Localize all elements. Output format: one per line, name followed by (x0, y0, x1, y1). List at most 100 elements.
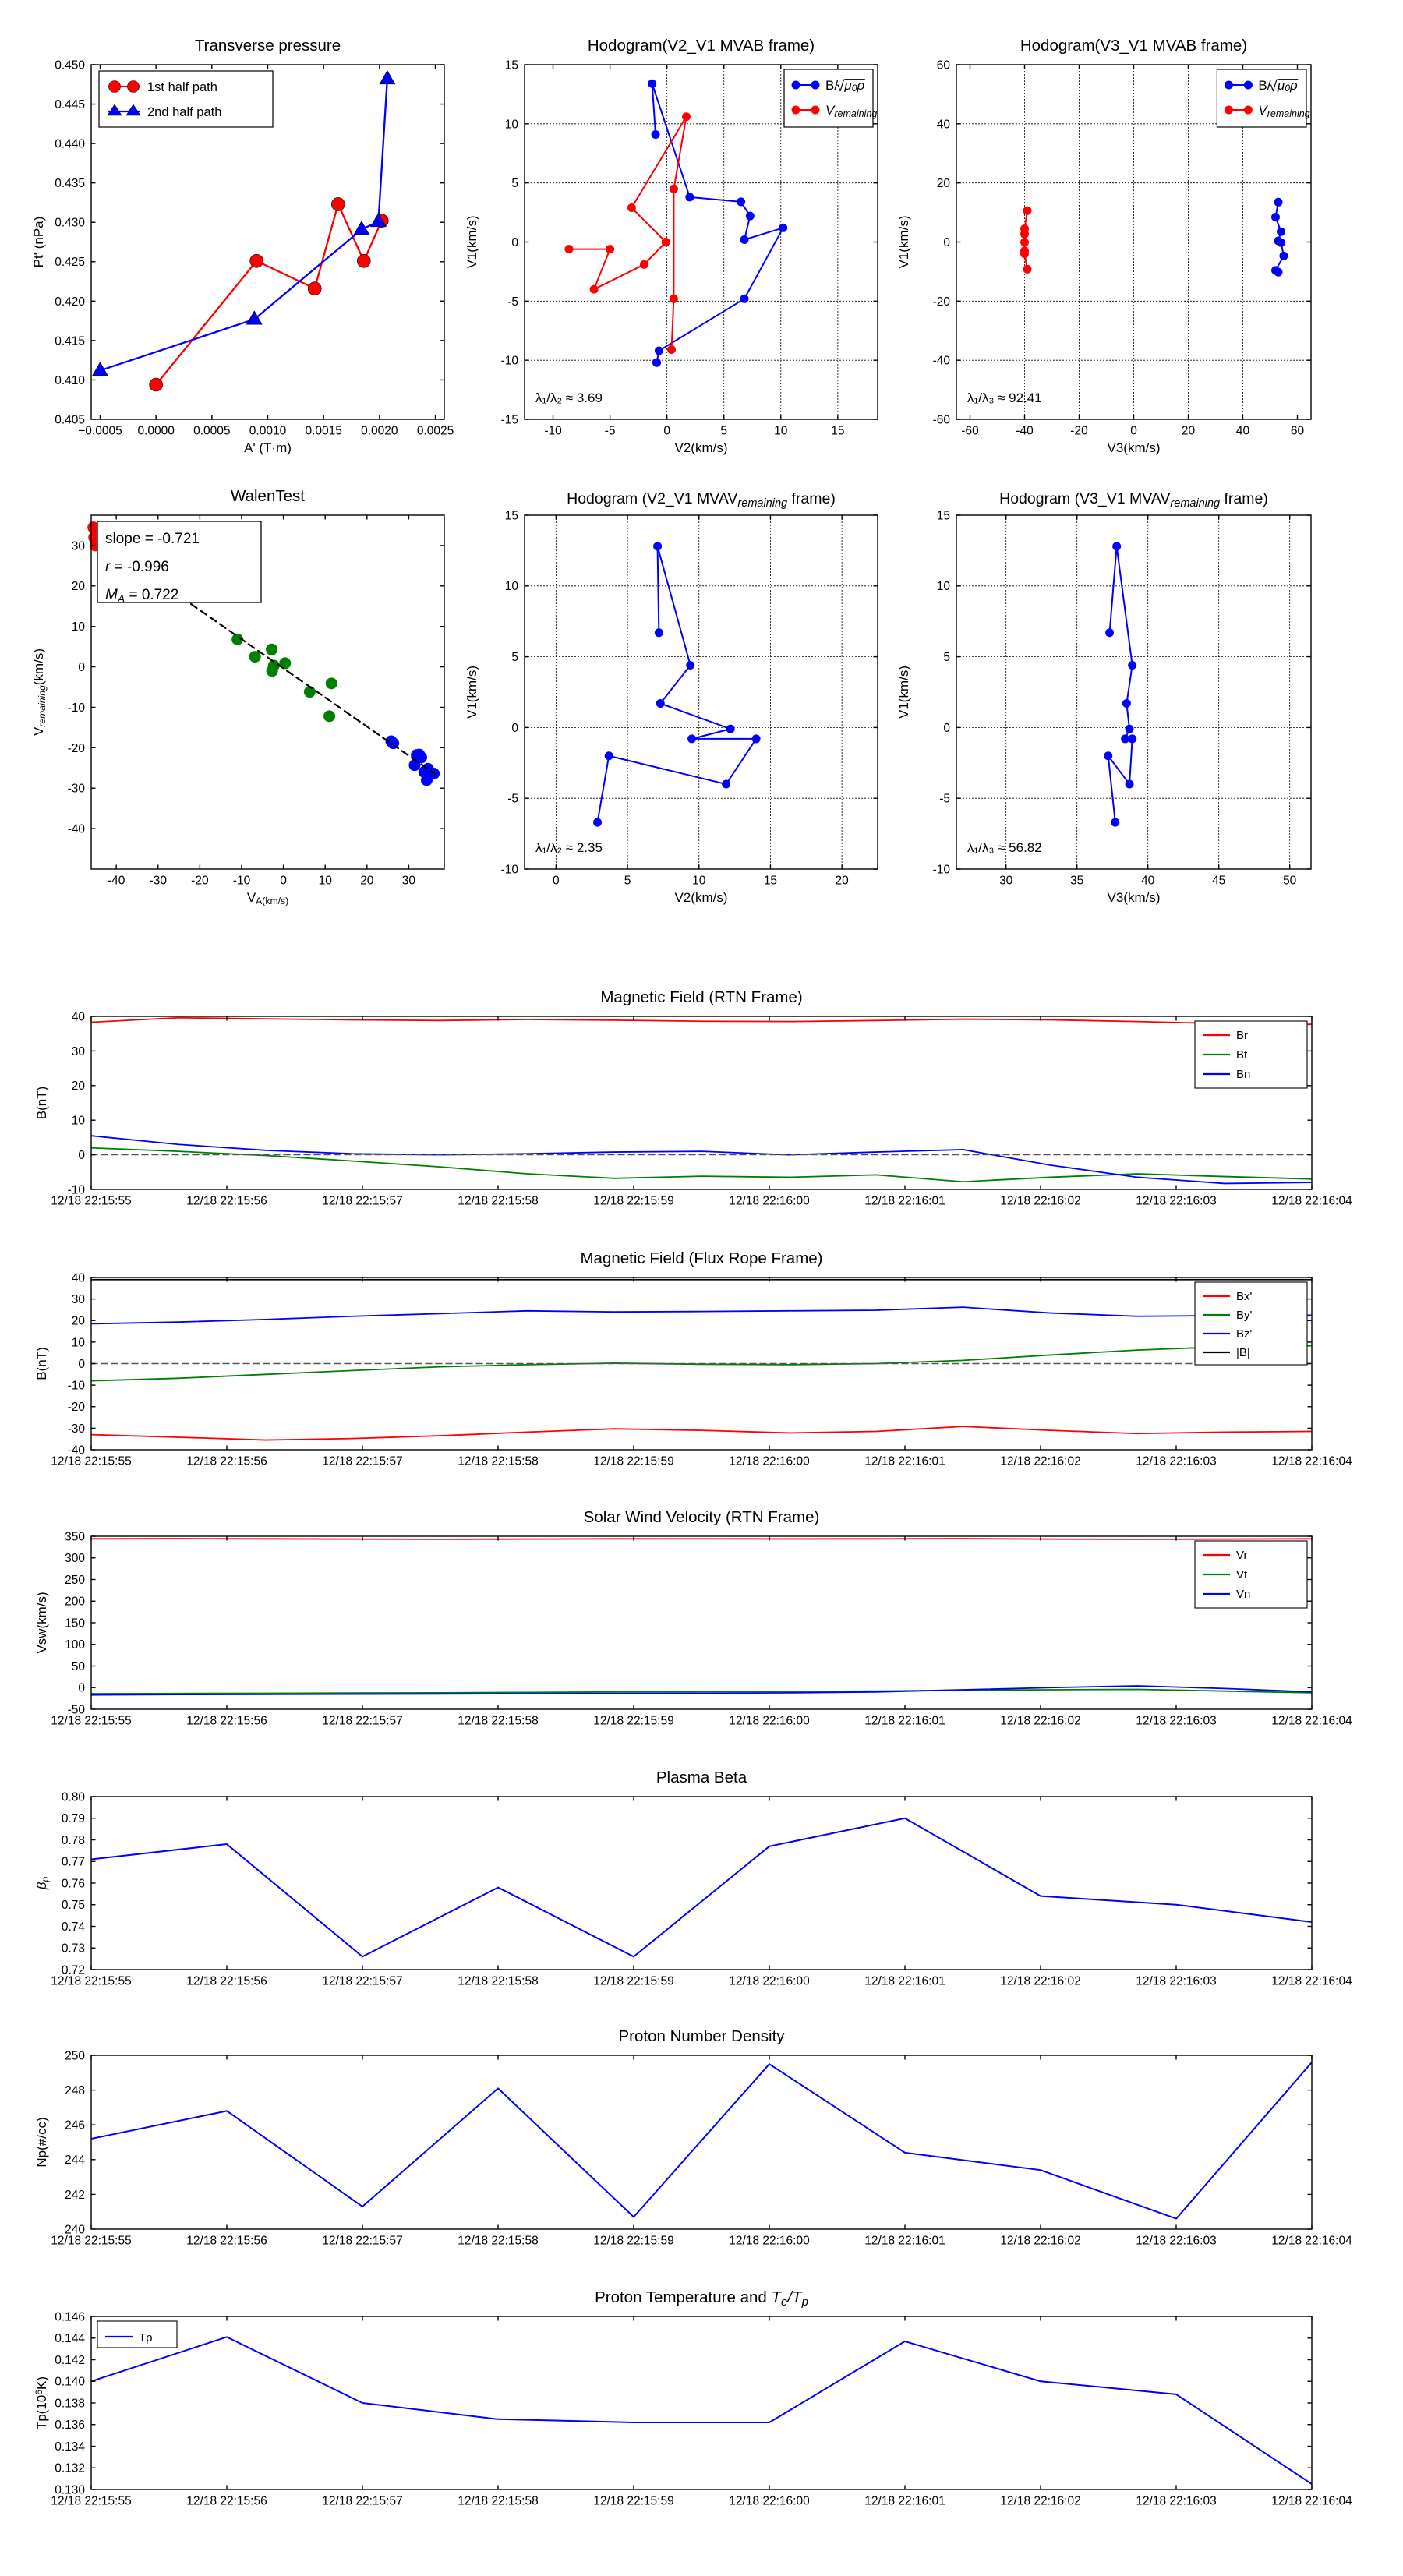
svg-text:20: 20 (836, 875, 850, 888)
svg-text:0: 0 (78, 1149, 85, 1162)
svg-text:0.0015: 0.0015 (305, 425, 341, 438)
svg-text:0.0010: 0.0010 (249, 425, 287, 438)
svg-text:0.74: 0.74 (62, 1921, 86, 1934)
svg-text:12/18 22:16:02: 12/18 22:16:02 (1000, 1195, 1080, 1208)
svg-text:-40: -40 (933, 355, 951, 368)
svg-text:12/18 22:15:59: 12/18 22:15:59 (593, 1975, 673, 1988)
svg-text:-5: -5 (605, 425, 616, 438)
svg-text:12/18 22:16:03: 12/18 22:16:03 (1136, 1195, 1216, 1208)
svg-text:40: 40 (72, 1010, 86, 1023)
svg-text:-10: -10 (501, 355, 519, 368)
svg-text:Tp: Tp (139, 2331, 153, 2345)
svg-text:0.80: 0.80 (62, 1790, 86, 1804)
svg-text:V3(km/s): V3(km/s) (1108, 890, 1161, 905)
svg-text:12/18 22:15:57: 12/18 22:15:57 (322, 1195, 402, 1208)
svg-text:0: 0 (943, 722, 950, 735)
svg-text:Bz': Bz' (1236, 1327, 1253, 1341)
svg-text:10: 10 (72, 620, 86, 634)
svg-text:12/18 22:15:58: 12/18 22:15:58 (458, 1195, 538, 1208)
svg-text:200: 200 (65, 1595, 85, 1609)
svg-text:240: 240 (65, 2223, 85, 2236)
svg-text:12/18 22:15:56: 12/18 22:15:56 (186, 2235, 267, 2248)
svg-text:-50: -50 (68, 1703, 86, 1716)
svg-text:-10: -10 (501, 863, 519, 876)
svg-text:10: 10 (937, 580, 951, 593)
svg-text:0: 0 (943, 236, 950, 249)
svg-text:λ₁/λ₃ ≈ 56.82: λ₁/λ₃ ≈ 56.82 (967, 840, 1042, 855)
svg-text:V1(km/s): V1(km/s) (896, 216, 911, 269)
svg-text:-60: -60 (961, 425, 979, 438)
svg-text:12/18 22:16:00: 12/18 22:16:00 (729, 1195, 810, 1208)
svg-text:0.146: 0.146 (55, 2310, 85, 2323)
svg-text:By': By' (1236, 1309, 1253, 1322)
svg-text:12/18 22:16:02: 12/18 22:16:02 (1000, 1715, 1080, 1728)
svg-text:0.415: 0.415 (55, 334, 85, 348)
svg-text:B(nT): B(nT) (34, 1087, 49, 1120)
svg-text:150: 150 (65, 1617, 85, 1630)
svg-text:λ₁/λ₂ ≈ 3.69: λ₁/λ₂ ≈ 3.69 (535, 390, 603, 405)
svg-text:Hodogram (V3_V1 MVAVremaining: Hodogram (V3_V1 MVAVremaining frame) (999, 490, 1268, 510)
svg-text:10: 10 (774, 425, 788, 438)
svg-text:12/18 22:15:56: 12/18 22:15:56 (186, 1195, 267, 1208)
svg-text:λ₁/λ₃ ≈ 92.41: λ₁/λ₃ ≈ 92.41 (967, 390, 1042, 405)
svg-text:5: 5 (943, 651, 950, 664)
svg-text:-10: -10 (68, 701, 86, 715)
svg-text:Hodogram(V2_V1 MVAB frame): Hodogram(V2_V1 MVAB frame) (588, 37, 815, 55)
svg-text:12/18 22:15:55: 12/18 22:15:55 (51, 2235, 131, 2248)
svg-text:0: 0 (78, 1358, 85, 1371)
svg-text:12/18 22:15:55: 12/18 22:15:55 (51, 1715, 131, 1728)
svg-text:12/18 22:16:03: 12/18 22:16:03 (1136, 1715, 1216, 1728)
svg-text:0.130: 0.130 (55, 2483, 85, 2496)
svg-text:50: 50 (1283, 875, 1297, 888)
svg-text:12/18 22:16:04: 12/18 22:16:04 (1271, 1455, 1352, 1468)
svg-text:12/18 22:15:59: 12/18 22:15:59 (593, 2235, 673, 2248)
svg-text:12/18 22:16:02: 12/18 22:16:02 (1000, 1455, 1080, 1468)
svg-text:0.78: 0.78 (62, 1834, 85, 1847)
svg-text:12/18 22:16:04: 12/18 22:16:04 (1271, 2235, 1352, 2248)
svg-text:Vsw(km/s): Vsw(km/s) (34, 1592, 49, 1653)
svg-text:Pt' (nPa): Pt' (nPa) (31, 217, 46, 268)
svg-text:12/18 22:15:56: 12/18 22:15:56 (186, 1975, 267, 1988)
svg-text:244: 244 (65, 2154, 85, 2167)
svg-text:15: 15 (505, 58, 518, 72)
svg-text:12/18 22:16:01: 12/18 22:16:01 (864, 1455, 945, 1468)
svg-text:Vn: Vn (1236, 1588, 1250, 1601)
svg-text:12/18 22:15:56: 12/18 22:15:56 (186, 1455, 267, 1468)
svg-text:Hodogram(V3_V1 MVAB frame): Hodogram(V3_V1 MVAB frame) (1020, 37, 1247, 55)
svg-text:0.75: 0.75 (62, 1899, 85, 1912)
svg-text:0.79: 0.79 (62, 1812, 85, 1825)
svg-text:0.77: 0.77 (62, 1856, 85, 1869)
svg-text:-20: -20 (1070, 425, 1088, 438)
svg-text:Magnetic Field (Flux Rope Fram: Magnetic Field (Flux Rope Frame) (580, 1249, 822, 1267)
svg-text:r = -0.996: r = -0.996 (105, 559, 169, 575)
svg-text:V2(km/s): V2(km/s) (675, 890, 728, 905)
svg-text:0.134: 0.134 (55, 2440, 85, 2454)
svg-text:slope = -0.721: slope = -0.721 (105, 531, 200, 547)
svg-text:248: 248 (65, 2084, 85, 2097)
svg-text:10: 10 (692, 875, 706, 888)
svg-text:12/18 22:15:59: 12/18 22:15:59 (593, 1715, 673, 1728)
svg-text:0.0000: 0.0000 (137, 425, 175, 438)
svg-text:2nd half path: 2nd half path (147, 105, 221, 119)
svg-text:12/18 22:15:59: 12/18 22:15:59 (593, 2495, 673, 2508)
svg-text:-10: -10 (68, 1183, 86, 1196)
svg-text:V3(km/s): V3(km/s) (1108, 440, 1161, 455)
svg-text:0.445: 0.445 (55, 98, 85, 111)
svg-text:√: √ (1269, 78, 1278, 95)
svg-text:Transverse pressure: Transverse pressure (195, 37, 341, 55)
svg-text:Bt: Bt (1236, 1048, 1248, 1062)
svg-text:Proton Temperature and Te/Tp: Proton Temperature and Te/Tp (595, 2288, 808, 2309)
svg-text:V1(km/s): V1(km/s) (465, 666, 479, 719)
svg-text:20: 20 (72, 580, 86, 593)
svg-text:5: 5 (720, 425, 727, 438)
svg-text:50: 50 (72, 1660, 86, 1673)
svg-text:12/18 22:16:04: 12/18 22:16:04 (1271, 1975, 1352, 1988)
svg-text:12/18 22:16:02: 12/18 22:16:02 (1000, 2495, 1080, 2508)
svg-text:250: 250 (65, 2049, 85, 2062)
svg-text:12/18 22:16:03: 12/18 22:16:03 (1136, 1975, 1216, 1988)
svg-text:-5: -5 (507, 295, 518, 309)
svg-text:45: 45 (1212, 875, 1225, 888)
svg-text:Vr: Vr (1236, 1549, 1247, 1562)
svg-text:40: 40 (937, 118, 951, 131)
svg-text:12/18 22:16:01: 12/18 22:16:01 (864, 2495, 945, 2508)
